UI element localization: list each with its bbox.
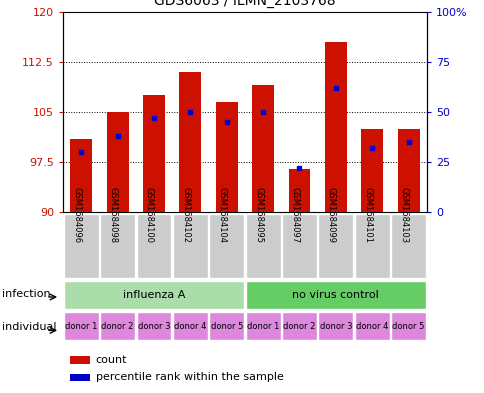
Bar [245,213,280,278]
Text: GSM1684095: GSM1684095 [254,187,262,243]
Bar [215,102,237,212]
Text: donor 4: donor 4 [174,322,206,331]
Bar [209,312,243,340]
Text: donor 4: donor 4 [355,322,388,331]
Bar [172,312,207,340]
Bar [64,281,243,309]
Bar [70,356,90,364]
Text: donor 2: donor 2 [283,322,315,331]
Bar [209,213,243,278]
Bar [324,42,346,212]
Bar [281,312,316,340]
Text: donor 1: donor 1 [65,322,97,331]
Bar [390,312,425,340]
Text: percentile rank within the sample: percentile rank within the sample [95,373,283,382]
Text: count: count [95,355,127,365]
Text: GSM1684101: GSM1684101 [363,187,372,243]
Text: no virus control: no virus control [292,290,378,300]
Bar [179,72,201,212]
Bar [245,281,425,309]
Text: influenza A: influenza A [122,290,185,300]
Bar [361,129,382,212]
Text: GSM1684097: GSM1684097 [290,187,299,243]
Bar [100,213,135,278]
Text: GSM1684104: GSM1684104 [217,187,226,243]
Text: donor 2: donor 2 [101,322,134,331]
Bar [172,213,207,278]
Text: GSM1684102: GSM1684102 [181,187,190,243]
Text: donor 3: donor 3 [319,322,351,331]
Bar [100,312,135,340]
Text: donor 3: donor 3 [137,322,170,331]
Bar [70,373,90,381]
Bar [136,312,171,340]
Text: donor 5: donor 5 [392,322,424,331]
Text: infection: infection [2,288,51,299]
Bar [136,213,171,278]
Bar [354,312,389,340]
Bar [106,112,128,212]
Bar [252,85,273,212]
Title: GDS6063 / ILMN_2103768: GDS6063 / ILMN_2103768 [154,0,335,8]
Text: donor 1: donor 1 [246,322,279,331]
Bar [354,213,389,278]
Text: GSM1684096: GSM1684096 [72,187,81,243]
Bar [70,139,92,212]
Text: donor 5: donor 5 [210,322,242,331]
Bar [281,213,316,278]
Bar [64,213,99,278]
Text: GSM1684099: GSM1684099 [326,187,335,243]
Text: GSM1684098: GSM1684098 [108,187,117,243]
Bar [318,312,352,340]
Bar [245,312,280,340]
Bar [390,213,425,278]
Text: GSM1684103: GSM1684103 [399,187,408,243]
Bar [143,95,165,212]
Bar [318,213,352,278]
Bar [288,169,310,212]
Bar [397,129,419,212]
Text: individual: individual [2,322,57,332]
Bar [64,312,99,340]
Text: GSM1684100: GSM1684100 [145,187,153,243]
